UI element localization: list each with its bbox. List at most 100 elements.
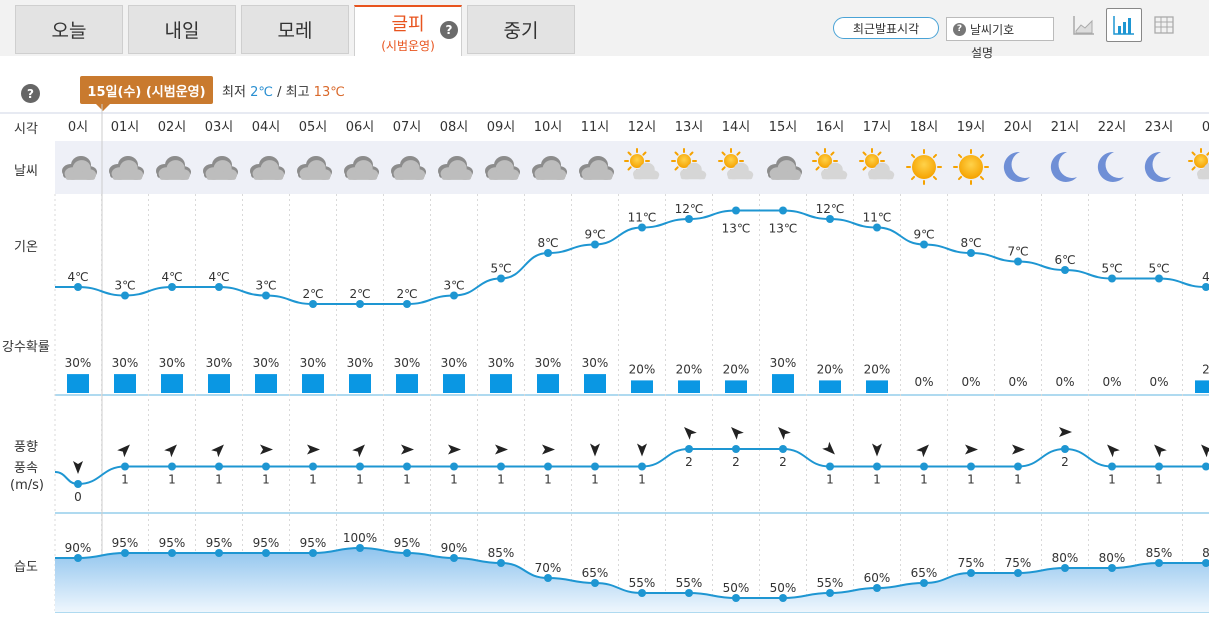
- cloudy-icon: [532, 156, 567, 180]
- arrow-head: [965, 444, 978, 455]
- hour-label: 07시: [393, 120, 422, 135]
- humidity-point: [450, 554, 458, 562]
- temperature-label: 12℃: [675, 202, 704, 216]
- precip-bar: [67, 374, 89, 393]
- sun-ray: [1191, 166, 1196, 171]
- wind-speed-label: 1: [1155, 473, 1163, 487]
- wind-speed-label: 1: [121, 473, 129, 487]
- wind-arrow-icon: [916, 444, 929, 458]
- wind-speed-point: [497, 462, 505, 471]
- min-max-temp: 최저 2℃ / 최고 13℃: [222, 81, 345, 100]
- temperature-point: [873, 223, 881, 232]
- tab-today[interactable]: 오늘: [15, 5, 123, 54]
- sun-ray: [1206, 151, 1209, 156]
- weather-legend-button[interactable]: ? 날씨기호: [946, 17, 1054, 41]
- sun-disc: [912, 155, 936, 179]
- humidity-label: 100%: [343, 531, 377, 545]
- humidity-label: 75%: [958, 556, 985, 570]
- wind-arrow-icon: [164, 444, 177, 458]
- separator: /: [277, 85, 282, 100]
- partly-cloudy-icon: [859, 148, 895, 180]
- wind-arrow-icon: [211, 444, 224, 458]
- wind-arrow-icon: [448, 444, 461, 455]
- wind-arrow-icon: [822, 441, 835, 455]
- humidity-point: [497, 559, 505, 567]
- tab-sub-label: (시범운영): [381, 38, 435, 53]
- precip-bar: [302, 374, 324, 393]
- recent-release-label: 최근발표시각: [852, 21, 920, 36]
- humidity-label: 95%: [253, 536, 280, 550]
- hour-label: 18시: [910, 120, 939, 135]
- humidity-point: [638, 589, 646, 597]
- wind-speed-point: [262, 462, 270, 471]
- arrow-head: [307, 444, 320, 455]
- area-graph-view-button[interactable]: [1066, 8, 1102, 42]
- temperature-label: 3℃: [443, 279, 464, 293]
- sun-ray: [877, 151, 882, 156]
- temperature-label: 4℃: [161, 270, 182, 284]
- tab-label: 글피: [391, 13, 425, 35]
- sun-disc: [959, 155, 983, 179]
- wind-speed-label: 2: [685, 455, 693, 469]
- tab-tomorrow[interactable]: 내일: [128, 5, 236, 54]
- wind-speed-point: [121, 462, 129, 471]
- arrow-head: [117, 444, 130, 458]
- temperature-line: [55, 209, 1207, 306]
- cloudy-icon: [203, 156, 238, 180]
- cloudy-icon: [156, 156, 191, 180]
- wind-speed-point: [638, 462, 646, 471]
- humidity-label: 95%: [112, 536, 139, 550]
- wind-speed-label: 1: [403, 473, 411, 487]
- sun-disc: [677, 154, 691, 168]
- help-icon[interactable]: ?: [440, 21, 458, 39]
- wind-speed-label: 2: [1061, 455, 1069, 469]
- temperature-point: [1061, 266, 1069, 274]
- sun-disc: [818, 154, 832, 168]
- arrow-head: [1154, 444, 1167, 458]
- precip-bar: [631, 380, 653, 393]
- temperature-label: 12℃: [816, 202, 845, 216]
- hour-label: 21시: [1051, 120, 1080, 135]
- humidity-point: [1155, 559, 1163, 567]
- hour-label: 14시: [722, 120, 751, 135]
- temperature-label: 11℃: [628, 211, 657, 225]
- sunny-icon: [906, 149, 942, 185]
- wind-speed-label: 1: [638, 473, 646, 487]
- hour-label: 10시: [534, 120, 563, 135]
- temperature-point: [826, 215, 834, 223]
- arrow-head: [401, 444, 414, 455]
- bar-graph-view-button[interactable]: [1106, 8, 1142, 42]
- arrow-head: [684, 427, 697, 440]
- cloudy-icon: [297, 156, 332, 180]
- table-view-button[interactable]: [1146, 8, 1182, 42]
- precip-label: 30%: [347, 356, 374, 370]
- cloud-part: [441, 173, 472, 180]
- question-icon: ?: [953, 22, 966, 36]
- temperature-label: 8℃: [960, 236, 981, 250]
- arrow-head: [916, 444, 929, 458]
- arrow-head: [778, 427, 791, 440]
- precip-label: 30%: [300, 356, 327, 370]
- wind-speed-point: [403, 462, 411, 471]
- precip-label: 20%: [629, 362, 656, 376]
- tab-midterm[interactable]: 중기: [467, 5, 575, 54]
- temperature-label: 8℃: [537, 236, 558, 250]
- precip-label: 30%: [488, 356, 515, 370]
- sun-ray: [736, 151, 741, 156]
- temperature-point: [497, 274, 505, 283]
- chart-help-icon[interactable]: ?: [21, 84, 40, 103]
- cloudy-icon: [579, 156, 614, 180]
- humidity-point: [967, 569, 975, 577]
- temperature-point: [121, 291, 129, 300]
- wind-speed-label: 1: [1014, 473, 1022, 487]
- wind-arrow-icon: [872, 443, 882, 457]
- max-label: 최고: [285, 85, 310, 100]
- precip-bar: [114, 374, 136, 393]
- hour-label: 16시: [816, 120, 845, 135]
- arrow-head: [1107, 444, 1120, 458]
- tab-day-after[interactable]: 모레: [241, 5, 349, 54]
- recent-release-button[interactable]: 최근발표시각: [833, 17, 939, 39]
- temperature-point: [591, 240, 599, 249]
- weather-row-bg: [55, 141, 1209, 194]
- max-value: 13℃: [313, 85, 345, 100]
